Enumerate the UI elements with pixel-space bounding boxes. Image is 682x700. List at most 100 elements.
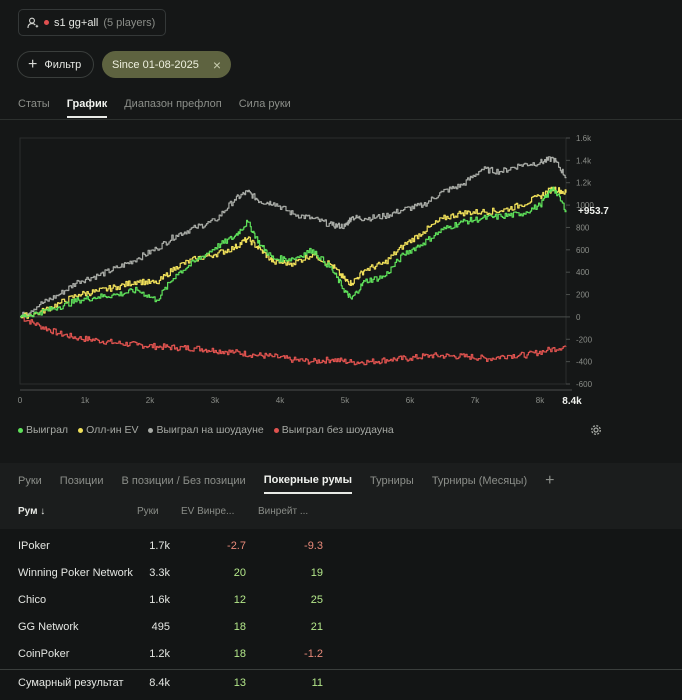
tab-hands[interactable]: Руки	[18, 475, 42, 487]
plot-frame	[19, 137, 567, 385]
y-tick-label: -400	[576, 358, 593, 367]
x-tick-label: 4k	[276, 396, 285, 405]
legend-label: Выиграл на шоудауне	[156, 424, 264, 436]
y-tick-label: 200	[576, 291, 590, 300]
cell-room: GG Network	[18, 621, 79, 633]
date-filter-chip[interactable]: Since 01-08-2025 ×	[102, 51, 232, 78]
tabs-divider	[0, 119, 682, 120]
y-tick-label: -600	[576, 380, 593, 389]
legend-label: Выиграл	[26, 424, 69, 436]
y-tick-label: 1.4k	[576, 156, 592, 165]
table-body: IPoker 1.7k -2.7 -9.3 Winning Poker Netw…	[0, 529, 682, 700]
column-ev-winrate[interactable]: EV Винре...	[181, 506, 235, 517]
x-tick-label: 6k	[406, 396, 415, 405]
table-row[interactable]: Winning Poker Network 3.3k 20 19	[0, 560, 682, 587]
chart-legend: Выиграл Олл-ин EV Выиграл на шоудауне Вы…	[18, 424, 394, 436]
y-tick-label: 1000	[576, 201, 594, 210]
winnings-chart[interactable]: 1.6k 1.4k 1.2k 1000 800 600 400 200 0 -200 -400 -60…	[0, 128, 682, 414]
x-tick-label: 0	[18, 396, 23, 405]
cell-winrate: 19	[310, 567, 323, 579]
legend-marker	[78, 427, 84, 433]
add-filter-label: Фильтр	[44, 58, 82, 71]
legend-item-allin-ev[interactable]: Олл-ин EV	[78, 424, 138, 436]
series-line-2	[20, 156, 567, 318]
cell-hands: 1.2k	[149, 648, 170, 660]
x-end-label: 8.4k	[562, 396, 582, 407]
cell-ev: 13	[233, 677, 246, 689]
cell-hands: 1.6k	[149, 594, 170, 606]
column-winrate[interactable]: Винрейт ...	[258, 506, 309, 517]
table-header: Рум ↓ Руки EV Винре... Винрейт ...	[0, 503, 682, 526]
date-filter-label: Since 01-08-2025	[112, 58, 199, 71]
legend-item-won[interactable]: Выиграл	[18, 424, 68, 436]
table-row[interactable]: GG Network 495 18 21	[0, 614, 682, 641]
tab-positions[interactable]: Позиции	[59, 475, 104, 487]
cell-ev: 18	[233, 621, 246, 633]
legend-item-showdown[interactable]: Выиграл на шоудауне	[148, 424, 264, 436]
tab-graph[interactable]: График	[66, 98, 108, 118]
tab-stats[interactable]: Статы	[18, 98, 50, 110]
cell-winrate: -1.2	[304, 648, 323, 660]
user-icon	[27, 17, 39, 28]
add-filter-button[interactable]: + Фильтр	[17, 51, 95, 78]
tab-tournaments[interactable]: Турниры	[369, 475, 414, 487]
table-row[interactable]: CoinPoker 1.2k 18 -1.2	[0, 641, 682, 668]
table-total-row[interactable]: Сумарный результат 8.4k 13 11	[0, 669, 682, 696]
tab-tournaments-months[interactable]: Турниры (Месяцы)	[431, 475, 528, 487]
cell-ev: 18	[233, 648, 246, 660]
cell-winrate: -9.3	[304, 540, 323, 552]
column-hands[interactable]: Руки	[137, 506, 159, 517]
cell-hands: 3.3k	[149, 567, 170, 579]
tab-in-out-position[interactable]: В позиции / Без позиции	[121, 475, 246, 487]
x-tick-label: 1k	[81, 396, 90, 405]
table-row[interactable]: Chico 1.6k 12 25	[0, 587, 682, 614]
legend-label: Олл-ин EV	[86, 424, 139, 436]
x-tick-label: 3k	[211, 396, 220, 405]
stats-tabs: Статы График Диапазон префлоп Сила руки	[18, 98, 291, 118]
cell-room: Сумарный результат	[18, 677, 124, 689]
cell-winrate: 21	[310, 621, 323, 633]
close-icon[interactable]: ×	[212, 56, 222, 73]
add-tab-icon[interactable]: +	[545, 472, 555, 489]
cell-winrate: 25	[310, 594, 323, 606]
table-row[interactable]: IPoker 1.7k -2.7 -9.3	[0, 533, 682, 560]
x-tick-label: 5k	[341, 396, 350, 405]
x-tick-label: 2k	[146, 396, 155, 405]
legend-marker	[273, 427, 279, 433]
gear-icon[interactable]	[589, 423, 603, 437]
end-value-label: +953.7	[578, 206, 609, 217]
cell-room: Chico	[18, 594, 47, 606]
legend-label: Выиграл без шоудауна	[281, 424, 394, 436]
status-dot	[44, 20, 49, 25]
cell-ev: -2.7	[227, 540, 246, 552]
y-tick-label: 800	[576, 223, 590, 232]
x-tick-label: 8k	[536, 396, 545, 405]
y-tick-label: -200	[576, 335, 593, 344]
column-room[interactable]: Рум ↓	[18, 506, 46, 517]
cell-room: Winning Poker Network	[18, 567, 133, 579]
tab-hand-strength[interactable]: Сила руки	[238, 98, 291, 110]
cell-winrate: 11	[311, 677, 323, 689]
cell-room: CoinPoker	[18, 648, 70, 660]
y-tick-label: 1.6k	[576, 134, 592, 143]
tab-preflop-range[interactable]: Диапазон префлоп	[124, 98, 222, 110]
y-tick-label: 400	[576, 268, 590, 277]
cell-room: IPoker	[18, 540, 50, 552]
cell-hands: 1.7k	[149, 540, 170, 552]
legend-marker	[148, 427, 154, 433]
plus-icon: +	[28, 55, 38, 73]
cell-ev: 20	[233, 567, 246, 579]
cell-ev: 12	[233, 594, 246, 606]
x-tick-label: 7k	[471, 396, 480, 405]
tab-poker-rooms[interactable]: Покерные румы	[263, 474, 352, 494]
series-line-1	[20, 186, 567, 319]
breakdown-tabs: Руки Позиции В позиции / Без позиции Пок…	[18, 472, 554, 496]
series-line-0	[20, 186, 567, 318]
cell-hands: 8.4k	[149, 677, 170, 689]
cell-hands: 495	[151, 621, 170, 633]
legend-marker	[18, 427, 23, 433]
breakdown-panel: Руки Позиции В позиции / Без позиции Пок…	[0, 463, 682, 700]
player-count: (5 players)	[103, 16, 156, 29]
player-selector[interactable]: s1 gg+all (5 players)	[18, 9, 167, 36]
legend-item-non-showdown[interactable]: Выиграл без шоудауна	[273, 424, 394, 436]
